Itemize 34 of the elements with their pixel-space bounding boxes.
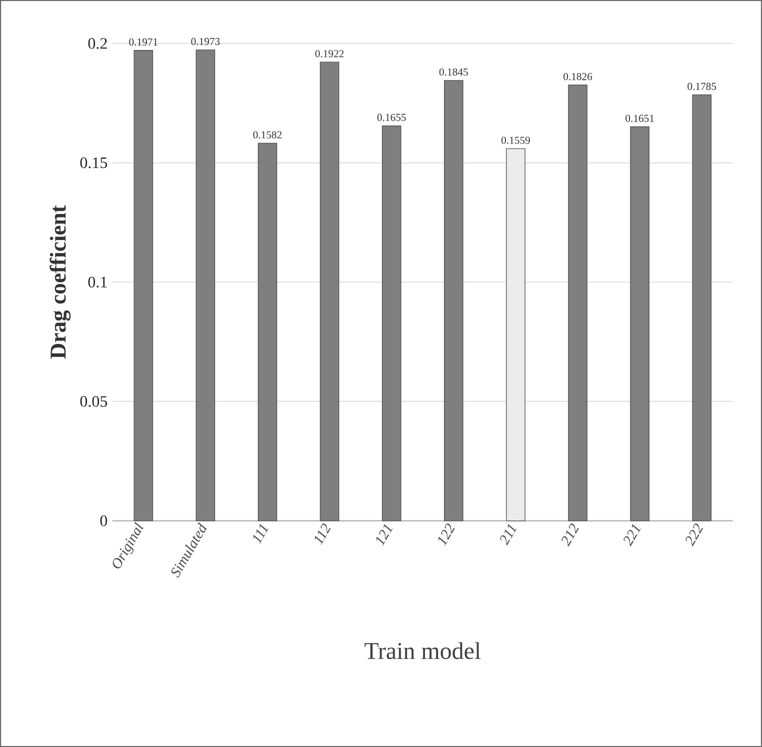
x-tick-label: 111	[253, 524, 269, 544]
y-tick-label: 0.05	[80, 396, 108, 407]
data-label: 0.1582	[253, 131, 282, 138]
data-label: 0.1971	[129, 38, 158, 46]
x-axis-title: Train model	[364, 642, 481, 660]
data-label: 0.1559	[501, 136, 530, 144]
data-label: 0.1785	[688, 82, 716, 90]
bar	[320, 62, 340, 522]
bar	[568, 84, 588, 522]
y-tick-label: 0	[100, 515, 108, 526]
bar	[630, 126, 650, 522]
data-label: 0.1826	[563, 72, 592, 80]
bar	[692, 94, 712, 522]
x-tick-label: 211	[500, 524, 517, 546]
x-tick-label: 221	[624, 524, 641, 546]
y-axis-title: Drag coefficient	[50, 205, 71, 359]
bar	[196, 50, 216, 522]
x-tick-label: 222	[686, 523, 703, 546]
y-tick-label: 0.2	[88, 38, 107, 49]
bar	[134, 50, 154, 522]
data-label: 0.1651	[626, 114, 654, 122]
x-tick-label: 212	[561, 523, 579, 546]
bar	[382, 125, 402, 522]
bar	[258, 142, 278, 522]
x-tick-label: 112	[314, 523, 331, 545]
data-label: 0.1922	[315, 50, 344, 58]
y-tick-label: 0.1	[88, 276, 107, 288]
data-label: 0.1655	[377, 114, 406, 122]
y-tick-label: 0.15	[80, 157, 108, 168]
bar	[444, 80, 464, 522]
data-label: 0.1845	[439, 68, 468, 76]
x-tick-label: 122	[438, 523, 455, 546]
x-tick-label: 121	[376, 524, 393, 546]
data-label: 0.1973	[191, 38, 220, 46]
